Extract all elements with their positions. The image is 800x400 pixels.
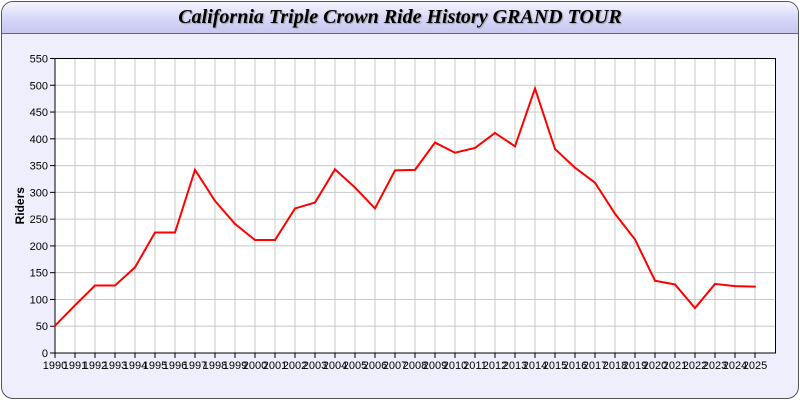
x-tick-label: 1994 (123, 360, 147, 372)
x-tick-label: 2014 (523, 360, 547, 372)
x-tick-label: 2015 (543, 360, 567, 372)
y-tick-label: 450 (30, 107, 48, 119)
x-tick-label: 1999 (223, 360, 247, 372)
x-tick-label: 1991 (63, 360, 87, 372)
x-tick-label: 2022 (683, 360, 707, 372)
data-point (274, 239, 276, 242)
data-point (494, 131, 496, 134)
x-tick-label: 2016 (563, 360, 587, 372)
title-bar: California Triple Crown Ride History GRA… (2, 2, 798, 34)
data-point (394, 169, 396, 172)
data-point (314, 201, 316, 204)
data-point (474, 146, 476, 149)
x-tick-label: 2005 (343, 360, 367, 372)
data-point (114, 284, 116, 287)
x-tick-label: 2000 (243, 360, 267, 372)
x-tick-label: 1990 (43, 360, 67, 372)
data-point (174, 231, 176, 234)
data-point (294, 207, 296, 210)
x-tick-label: 2003 (303, 360, 327, 372)
data-point (94, 284, 96, 287)
data-point (534, 87, 536, 90)
x-tick-label: 2018 (603, 360, 627, 372)
x-tick-label: 1998 (203, 360, 227, 372)
data-point (334, 168, 336, 171)
data-point (594, 181, 596, 184)
data-point (194, 168, 196, 171)
x-tick-label: 2025 (743, 360, 767, 372)
data-point (154, 231, 156, 234)
y-tick-label: 250 (30, 214, 48, 226)
x-tick-label: 2004 (323, 360, 347, 372)
y-axis-label: Riders (13, 187, 27, 225)
data-point (754, 285, 756, 288)
x-tick-label: 2010 (443, 360, 467, 372)
x-tick-label: 2006 (363, 360, 387, 372)
x-tick-label: 2021 (663, 360, 687, 372)
y-tick-label: 150 (30, 268, 48, 280)
x-tick-label: 2012 (483, 360, 507, 372)
data-point (694, 307, 696, 310)
x-tick-label: 2011 (463, 360, 487, 372)
chart-title: California Triple Crown Ride History GRA… (178, 6, 622, 28)
data-point (714, 282, 716, 285)
y-tick-label: 400 (30, 134, 48, 146)
x-tick-label: 2007 (383, 360, 407, 372)
x-tick-label: 2024 (723, 360, 747, 372)
data-point (74, 304, 76, 307)
data-point (634, 238, 636, 241)
data-point (454, 151, 456, 154)
data-point (134, 266, 136, 269)
x-tick-label: 2001 (263, 360, 287, 372)
x-tick-label: 1996 (163, 360, 187, 372)
x-tick-label: 1997 (183, 360, 207, 372)
x-tick-label: 2017 (583, 360, 607, 372)
data-point (374, 207, 376, 210)
y-tick-label: 500 (30, 80, 48, 92)
x-tick-label: 1993 (103, 360, 127, 372)
x-tick-label: 2023 (703, 360, 727, 372)
data-point (354, 186, 356, 189)
data-point (254, 239, 256, 242)
data-point (554, 147, 556, 150)
x-tick-label: 2019 (623, 360, 647, 372)
data-point (54, 324, 56, 327)
data-point (654, 279, 656, 282)
x-tick-label: 1992 (83, 360, 107, 372)
x-tick-label: 2008 (403, 360, 427, 372)
x-tick-label: 2002 (283, 360, 307, 372)
x-tick-label: 1995 (143, 360, 167, 372)
y-tick-label: 100 (30, 294, 48, 306)
data-point (614, 212, 616, 215)
data-point (574, 166, 576, 169)
series-line (54, 85, 756, 327)
data-point (234, 222, 236, 225)
y-tick-label: 0 (42, 348, 48, 360)
y-tick-label: 200 (30, 241, 48, 253)
data-point (514, 145, 516, 148)
y-tick-label: 50 (36, 321, 48, 333)
y-tick-label: 350 (30, 161, 48, 173)
x-tick-label: 2020 (643, 360, 667, 372)
y-tick-label: 300 (30, 187, 48, 199)
data-point (414, 168, 416, 171)
x-tick-label: 2009 (423, 360, 447, 372)
y-tick-label: 550 (30, 54, 48, 66)
data-point (674, 283, 676, 286)
data-point (434, 141, 436, 144)
data-point (214, 199, 216, 202)
x-tick-label: 2013 (503, 360, 527, 372)
data-point (734, 285, 736, 288)
